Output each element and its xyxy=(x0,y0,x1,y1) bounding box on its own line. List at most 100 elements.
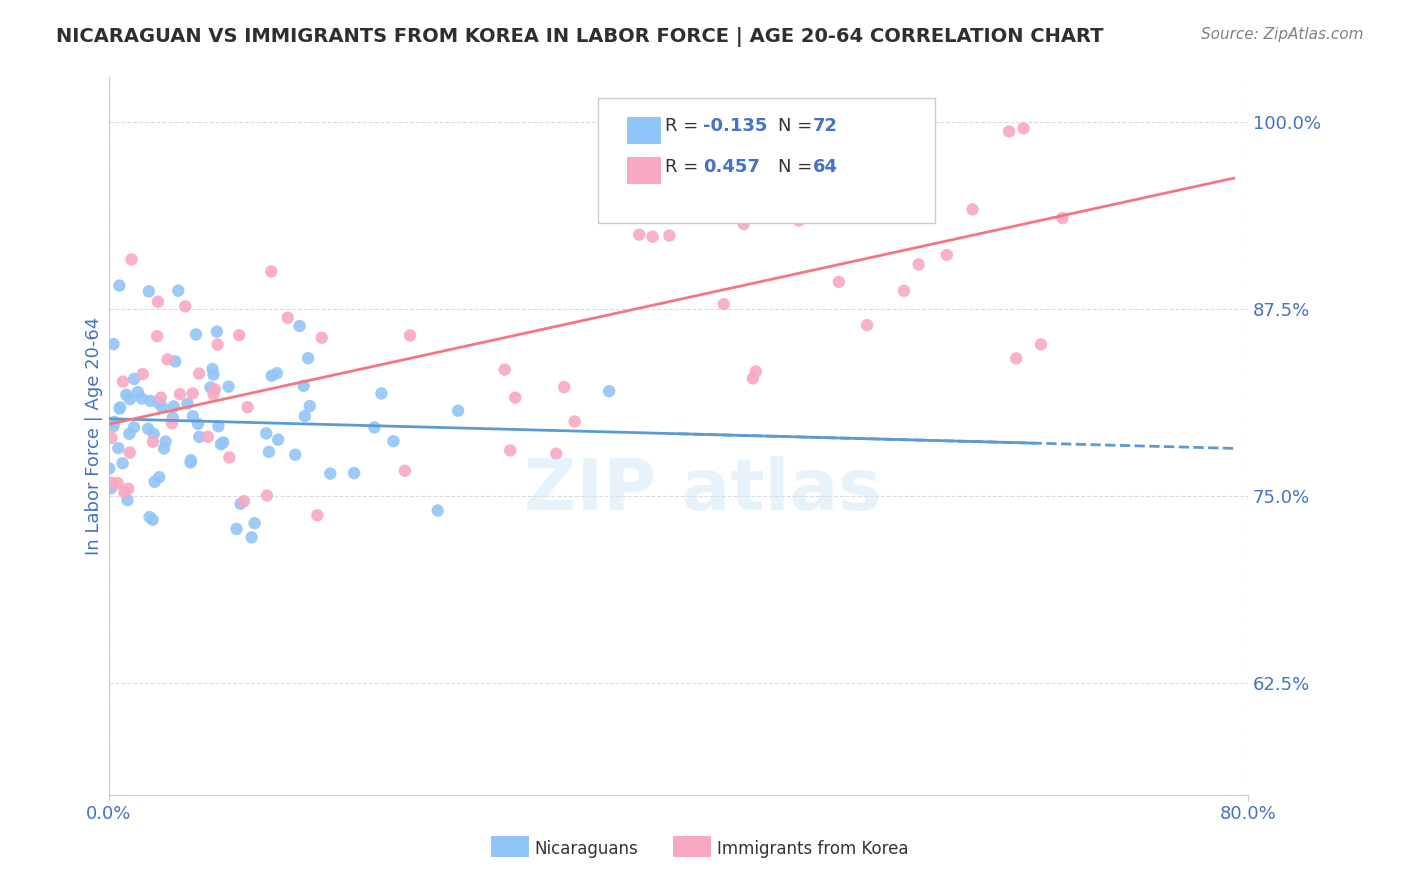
Point xyxy=(962,202,984,217)
Point xyxy=(319,467,342,481)
Point xyxy=(277,310,299,325)
Point xyxy=(201,362,224,376)
Point xyxy=(160,416,183,430)
Point xyxy=(267,433,290,447)
Point xyxy=(447,403,470,417)
Point xyxy=(118,426,141,441)
Point xyxy=(100,475,122,490)
Point xyxy=(811,165,834,179)
Point xyxy=(167,284,190,298)
Point xyxy=(142,513,165,527)
Point xyxy=(297,351,319,366)
Point xyxy=(370,386,392,401)
Point xyxy=(174,299,197,313)
Point xyxy=(228,328,250,343)
Text: ZIP atlas: ZIP atlas xyxy=(524,456,882,525)
Point xyxy=(200,380,222,394)
Point xyxy=(240,530,263,544)
Point xyxy=(426,503,449,517)
Point xyxy=(212,435,235,450)
Point xyxy=(108,278,131,293)
Point xyxy=(236,400,259,414)
Point xyxy=(503,391,526,405)
Point xyxy=(641,229,664,244)
Text: -0.135: -0.135 xyxy=(703,117,768,135)
Point xyxy=(181,409,204,424)
Point xyxy=(204,383,226,397)
Y-axis label: In Labor Force | Age 20-64: In Labor Force | Age 20-64 xyxy=(86,318,103,556)
Point xyxy=(935,248,957,262)
Point xyxy=(564,415,586,429)
Point xyxy=(180,453,202,467)
Point xyxy=(254,426,277,441)
Point xyxy=(856,318,879,332)
Point xyxy=(117,482,139,496)
Point xyxy=(127,385,149,400)
Point xyxy=(156,352,179,367)
Point xyxy=(103,415,125,429)
Point xyxy=(180,455,202,469)
Point xyxy=(118,392,141,406)
Point xyxy=(100,481,122,495)
Point xyxy=(169,387,191,401)
Point xyxy=(207,337,229,351)
Point xyxy=(628,227,651,242)
Point xyxy=(117,493,139,508)
Point xyxy=(138,510,160,524)
Point xyxy=(103,419,125,434)
Point xyxy=(136,422,159,436)
Point xyxy=(284,448,307,462)
Text: Nicaraguans: Nicaraguans xyxy=(534,839,638,857)
Point xyxy=(229,497,252,511)
Point xyxy=(209,437,232,451)
Point xyxy=(598,384,620,399)
Point xyxy=(658,228,681,243)
Point xyxy=(165,354,187,368)
Point xyxy=(153,442,176,456)
Point xyxy=(197,430,219,444)
Point xyxy=(142,434,165,449)
Point xyxy=(292,379,315,393)
Text: N =: N = xyxy=(778,158,817,176)
Point xyxy=(98,461,121,475)
Point xyxy=(823,177,845,191)
Point xyxy=(118,445,141,459)
Point xyxy=(103,337,125,351)
Point xyxy=(184,327,207,342)
Point xyxy=(307,508,329,523)
Point xyxy=(225,522,247,536)
Point xyxy=(394,464,416,478)
Point xyxy=(202,368,225,382)
Point xyxy=(108,401,131,415)
Point xyxy=(243,516,266,531)
Text: Immigrants from Korea: Immigrants from Korea xyxy=(717,839,908,857)
Point xyxy=(121,252,143,267)
Point xyxy=(202,387,225,401)
Point xyxy=(741,371,763,385)
Point xyxy=(138,285,160,299)
Point xyxy=(112,485,135,500)
Point xyxy=(1052,211,1074,225)
Text: 64: 64 xyxy=(813,158,838,176)
Point xyxy=(218,379,240,393)
Point xyxy=(1029,337,1052,351)
Point xyxy=(363,420,385,434)
Point xyxy=(787,213,810,227)
Point xyxy=(122,372,145,386)
Point xyxy=(146,329,169,343)
Point xyxy=(122,420,145,434)
Point xyxy=(100,431,122,445)
Point xyxy=(148,395,170,409)
Point xyxy=(553,380,575,394)
Text: NICARAGUAN VS IMMIGRANTS FROM KOREA IN LABOR FORCE | AGE 20-64 CORRELATION CHART: NICARAGUAN VS IMMIGRANTS FROM KOREA IN L… xyxy=(56,27,1104,46)
Point xyxy=(257,445,280,459)
Point xyxy=(893,284,915,298)
Point xyxy=(382,434,405,449)
Point xyxy=(260,368,283,383)
Point xyxy=(162,410,184,425)
Text: Source: ZipAtlas.com: Source: ZipAtlas.com xyxy=(1201,27,1364,42)
Point xyxy=(745,365,768,379)
Point xyxy=(111,375,134,389)
Point xyxy=(149,391,172,405)
Point xyxy=(188,367,211,381)
